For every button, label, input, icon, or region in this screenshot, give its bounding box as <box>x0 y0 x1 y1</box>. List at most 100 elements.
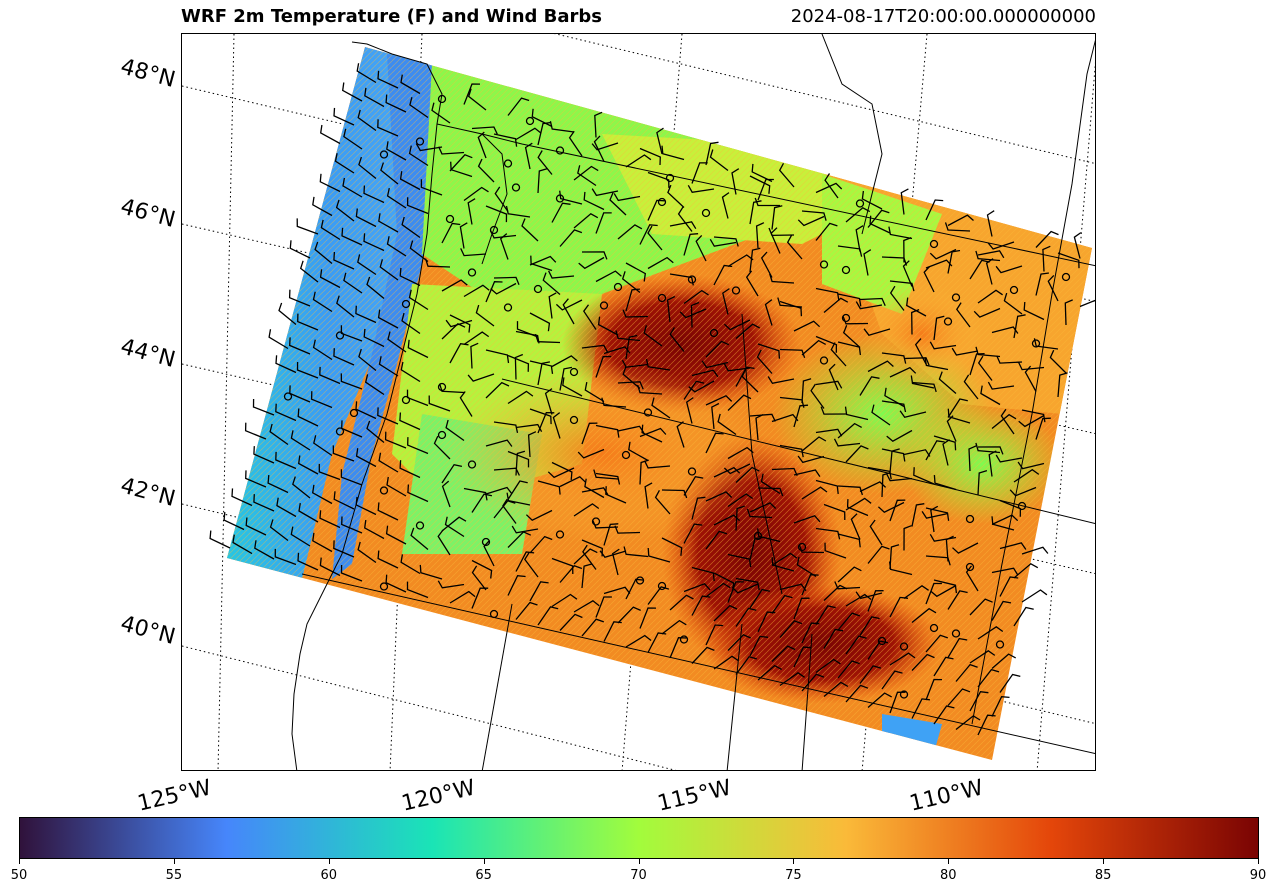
wind-barb <box>889 544 900 570</box>
wind-barb <box>842 316 869 325</box>
wind-barb <box>485 349 510 364</box>
colorbar-tickmark <box>173 859 175 864</box>
calm-wind-marker <box>415 137 425 146</box>
wind-barb <box>319 173 341 193</box>
wind-barb <box>1035 272 1049 296</box>
wind-barb <box>947 249 961 274</box>
wind-barb <box>903 357 930 366</box>
wind-barb <box>511 525 539 534</box>
wind-barb <box>801 436 827 452</box>
wind-barb <box>343 272 363 294</box>
wind-barb <box>861 190 883 210</box>
wind-barb <box>644 482 653 509</box>
wind-barb <box>796 556 817 578</box>
wind-barb <box>524 142 533 170</box>
wind-barb <box>617 224 643 240</box>
wind-barb <box>603 523 619 546</box>
wind-barb <box>622 309 649 318</box>
wind-barb <box>310 391 333 409</box>
wind-barb <box>889 652 916 666</box>
wind-barb <box>314 241 333 265</box>
wind-barb <box>1073 232 1082 259</box>
wind-barb <box>552 412 561 439</box>
calm-wind-marker <box>951 629 961 638</box>
wind-barb <box>925 199 944 221</box>
wind-barb <box>929 341 957 350</box>
colorbar-tickmark <box>19 859 20 864</box>
wind-barb <box>637 384 663 395</box>
wind-barb <box>859 297 886 307</box>
wind-barb <box>591 142 619 151</box>
wind-barb <box>336 295 355 318</box>
wind-barb <box>911 698 930 719</box>
wind-barb <box>409 97 429 119</box>
wind-barb <box>801 673 825 692</box>
wind-barb <box>275 355 297 374</box>
wind-barb <box>833 438 861 447</box>
wind-barb <box>573 165 599 181</box>
wind-barb <box>445 319 473 328</box>
calm-wind-marker <box>1061 272 1071 282</box>
wind-barb <box>595 472 621 485</box>
wind-barb <box>815 182 843 194</box>
wind-barb <box>366 420 385 444</box>
wind-barb <box>965 565 979 592</box>
wind-barb <box>515 601 538 620</box>
calm-wind-marker <box>819 260 829 269</box>
wind-barb <box>355 208 377 228</box>
calm-wind-marker <box>899 690 909 699</box>
wind-barb <box>268 329 289 350</box>
wind-barb <box>621 271 641 294</box>
wind-barb <box>985 258 994 285</box>
wind-barb <box>1021 589 1048 603</box>
wind-barb <box>378 356 399 377</box>
wind-barb <box>749 635 769 657</box>
wind-barb <box>559 613 583 631</box>
wind-barb <box>727 446 754 460</box>
wind-barb <box>749 413 776 422</box>
wind-barb <box>713 604 738 622</box>
wind-barb <box>889 596 909 618</box>
wind-barb <box>410 527 429 550</box>
wind-barb <box>605 486 627 504</box>
calm-wind-marker <box>657 197 667 207</box>
wind-barb <box>735 607 757 627</box>
wind-barb <box>900 188 909 215</box>
wind-barb <box>735 323 761 339</box>
wind-barb <box>913 467 935 485</box>
wind-barb <box>471 565 487 591</box>
wind-barb <box>507 390 534 405</box>
wind-barb <box>727 581 744 603</box>
wind-barb <box>986 210 995 237</box>
wind-barb <box>991 516 1015 531</box>
wind-barb <box>987 381 1015 390</box>
colorbar-tick-label: 80 <box>939 868 957 883</box>
wind-barb <box>595 424 620 438</box>
wind-barb <box>923 265 935 293</box>
wind-barb <box>863 328 891 336</box>
wind-barb <box>515 551 535 572</box>
wind-barb <box>357 109 377 132</box>
wind-barb <box>364 87 385 108</box>
wind-barb <box>837 566 862 583</box>
calm-wind-marker <box>599 301 609 310</box>
calm-wind-marker <box>533 284 543 294</box>
wind-barb <box>593 135 605 162</box>
wind-barb <box>679 308 707 319</box>
wind-barb <box>1024 365 1037 392</box>
wind-barb <box>319 510 341 529</box>
wind-barb <box>505 205 531 218</box>
wind-barb <box>377 119 399 137</box>
wind-barb <box>477 131 487 159</box>
wind-barb <box>537 121 551 146</box>
wind-barb <box>490 282 517 295</box>
wind-barb <box>312 532 333 553</box>
wind-barb <box>441 463 463 484</box>
wind-barb <box>534 333 561 344</box>
wind-barb <box>319 124 341 145</box>
wind-barb <box>1023 301 1045 321</box>
wind-barb <box>823 681 849 697</box>
wind-barb <box>437 580 465 589</box>
wind-barb <box>573 503 600 517</box>
lon-label-110w: 110°W <box>907 775 986 817</box>
